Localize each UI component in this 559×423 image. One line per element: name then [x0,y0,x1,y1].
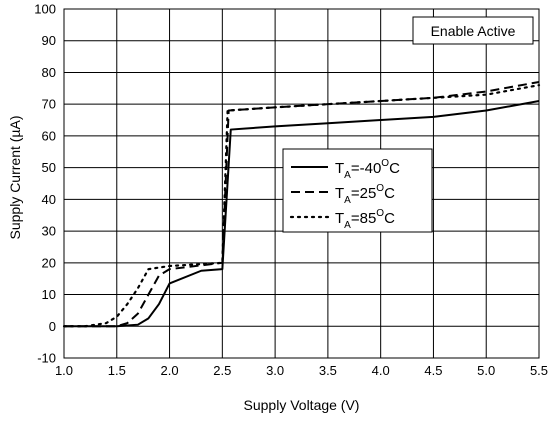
y-tick-label: 40 [42,192,56,207]
x-tick-label: 5.0 [477,363,495,378]
y-tick-label: 0 [49,319,56,334]
series-lines [62,80,541,328]
tick-labels: 1.0 1.5 2.0 2.5 3.0 3.5 4.0 4.5 5.0 5.5 -10 0 10 20 30… [34,2,548,379]
legend-label: TA=-40OC [335,158,400,181]
y-tick-label: 90 [42,33,56,48]
y-tick-label: 30 [42,224,56,239]
y-tick-label: 20 [42,255,56,270]
y-tick-label: 60 [42,128,56,143]
x-tick-label: 2.0 [161,363,179,378]
x-tick-label: 3.0 [266,363,284,378]
x-tick-label: 1.0 [55,363,73,378]
plot-frame [63,8,540,359]
y-tick-label: 80 [42,65,56,80]
x-axis-title: Supply Voltage (V) [244,397,360,413]
y-tick-label: 70 [42,97,56,112]
legend-label: TA=25OC [335,183,395,206]
x-tick-label: 2.5 [213,363,231,378]
y-axis-title: Supply Current (µA) [7,116,23,240]
y-tick-label: 50 [42,160,56,175]
x-tick-label: 3.5 [319,363,337,378]
x-tick-label: 4.5 [424,363,442,378]
x-tick-label: 5.5 [530,363,548,378]
y-tick-label: -10 [37,351,56,366]
legend-label: TA=85OC [335,208,395,231]
y-tick-label: 10 [42,287,56,302]
series-line-solid [64,100,540,328]
y-tick-label: 100 [34,2,56,17]
annotation-box: Enable Active [412,16,534,45]
annotation-text: Enable Active [431,23,516,39]
x-tick-label: 4.0 [372,363,390,378]
series-line-dotted [62,84,541,328]
x-tick-label: 1.5 [108,363,126,378]
